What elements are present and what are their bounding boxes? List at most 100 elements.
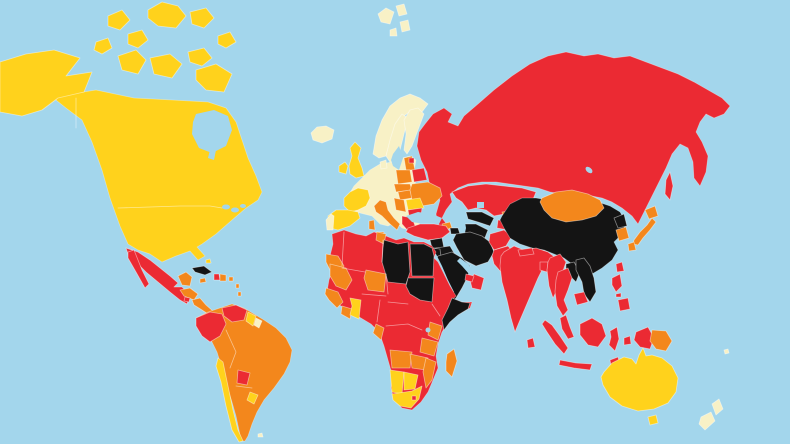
region-moluccas — [623, 335, 632, 346]
region-antilles-2 — [237, 291, 242, 297]
region-taiwan — [615, 261, 625, 273]
region-falklands — [257, 432, 264, 438]
region-australia — [600, 347, 679, 412]
lake-baikal — [585, 166, 593, 174]
border-line-peru-brazil — [225, 329, 237, 369]
region-venezuela — [221, 304, 248, 323]
region-belarus — [411, 167, 428, 183]
border-line-brazil-argentina — [235, 385, 253, 389]
region-mauritania — [329, 263, 353, 291]
region-angola — [389, 349, 413, 369]
region-turkey — [405, 223, 451, 241]
region-alaska — [0, 49, 93, 117]
region-yucatan — [177, 271, 193, 287]
region-sudan — [405, 277, 435, 303]
border-line-nigeria — [361, 293, 387, 297]
region-malaysia — [559, 314, 575, 340]
region-balkans-west — [393, 197, 407, 213]
border-line-drc-south — [385, 323, 423, 331]
region-sulawesi — [608, 326, 620, 352]
region-senegal-guinea — [324, 287, 344, 309]
region-cuba — [191, 265, 213, 276]
region-sakhalin — [664, 171, 674, 201]
region-ireland — [338, 161, 349, 175]
region-japan-hokkaido — [644, 205, 659, 220]
region-namibia — [389, 369, 405, 395]
border-line-mali-chad — [385, 273, 389, 295]
region-papua-new-guinea — [649, 329, 673, 352]
border-line-cameroon — [376, 299, 381, 323]
region-bahamas — [205, 258, 212, 264]
region-botswana — [403, 371, 419, 391]
region-bangladesh — [539, 261, 549, 273]
region-new-zealand-south — [698, 411, 716, 431]
region-north-korea — [613, 213, 628, 229]
region-sri-lanka — [526, 337, 536, 349]
region-uruguay — [246, 391, 259, 405]
region-uk — [348, 141, 365, 179]
region-new-zealand-north — [711, 398, 724, 416]
region-poland — [395, 169, 413, 185]
region-uzbekistan — [465, 211, 495, 227]
region-dominican-republic — [219, 273, 227, 282]
region-egypt — [409, 243, 435, 277]
region-philippines-mindanao — [617, 297, 631, 312]
region-jamaica — [199, 277, 207, 284]
region-fiji — [723, 348, 730, 355]
region-somalia — [441, 297, 471, 331]
border-line-algeria-libya — [381, 239, 384, 263]
region-tasmania — [647, 414, 659, 426]
region-baja-california — [127, 249, 150, 289]
region-colombia — [195, 311, 227, 343]
region-uae — [464, 273, 475, 283]
region-antilles-1 — [235, 283, 240, 289]
region-java — [558, 359, 593, 371]
region-japan-kyushu — [627, 241, 637, 252]
region-paraguay — [236, 369, 251, 386]
region-afghanistan — [488, 229, 513, 251]
region-mozambique — [422, 357, 437, 389]
region-ivory-coast — [340, 305, 353, 320]
region-gabon-congo — [372, 323, 385, 341]
border-line-car-drc — [387, 301, 409, 305]
region-denmark — [379, 159, 388, 170]
lake-victoria — [425, 327, 431, 333]
hudson-bay — [192, 110, 232, 153]
region-japan-honshu — [632, 217, 657, 246]
region-ghana-burkina — [349, 297, 362, 320]
region-guyana — [245, 311, 257, 327]
region-arctic-islands — [93, 1, 237, 93]
region-borneo — [579, 317, 607, 348]
region-portugal — [325, 213, 335, 231]
region-sumatra — [541, 319, 569, 355]
region-suriname — [253, 317, 263, 329]
region-nepal — [517, 247, 535, 257]
region-cambodia — [573, 291, 589, 306]
region-azerbaijan — [449, 227, 461, 235]
border-line-algeria-mali — [341, 267, 366, 273]
region-philippines-visayas — [615, 292, 622, 298]
region-france — [343, 187, 371, 213]
region-vietnam — [575, 257, 597, 303]
region-madagascar — [445, 348, 458, 378]
region-sardinia — [368, 219, 376, 231]
region-chile — [215, 357, 244, 443]
region-south-korea — [615, 226, 630, 242]
region-new-guinea-west — [633, 326, 655, 350]
aral-sea — [477, 202, 484, 208]
region-mongolia — [539, 189, 605, 223]
border-line-usa-canada — [117, 205, 223, 209]
black-sea — [406, 212, 442, 226]
border-line-ethiopia — [431, 303, 441, 317]
region-iran — [452, 231, 495, 267]
region-south-africa — [391, 385, 423, 409]
region-thailand — [554, 267, 573, 317]
region-iceland — [310, 125, 335, 144]
region-puerto-rico — [228, 276, 234, 282]
region-el-salvador — [183, 296, 191, 303]
region-estonia-speck — [408, 157, 415, 164]
persian-gulf — [457, 258, 474, 274]
region-haiti — [213, 273, 221, 281]
baltic-sea — [391, 146, 403, 170]
region-russia — [416, 51, 731, 231]
